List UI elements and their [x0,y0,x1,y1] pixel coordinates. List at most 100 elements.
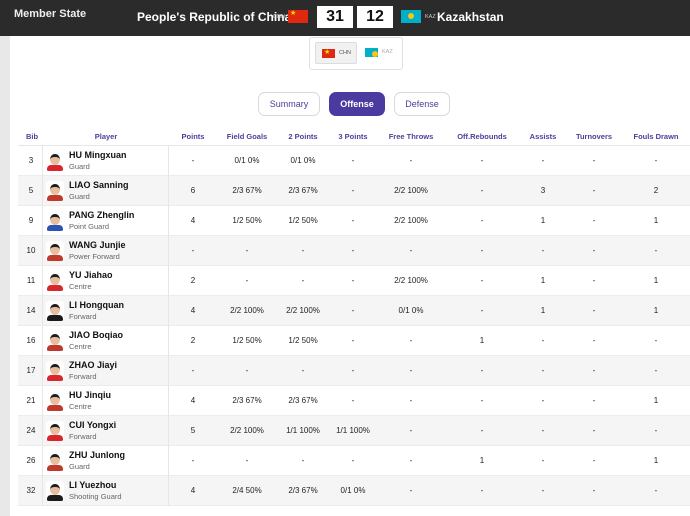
col-bib[interactable]: Bib [25,132,39,141]
stat-fd: - [654,486,658,495]
stat-two: 2/3 67% [288,186,318,195]
stat-oreb: - [480,426,484,435]
col-off-rebounds[interactable]: Off.Rebounds [457,132,507,141]
player-name[interactable]: LI Yuezhou [69,480,117,490]
team-b-name[interactable]: Kazakhstan [437,10,504,24]
table-row[interactable]: 10 WANG Junjie Power Forward - - - - - - - - - [18,236,690,266]
stat-ast: - [541,456,545,465]
player-name[interactable]: ZHU Junlong [69,450,125,460]
table-row[interactable]: 16 JIAO Boqiao Centre 2 1/2 50% 1/2 50% - - 1 - - - [18,326,690,356]
table-row[interactable]: 14 LI Hongquan Forward 4 2/2 100% 2/2 100% - 0/… [18,296,690,326]
avatar-face [50,244,60,255]
stat-fg: - [245,366,249,375]
stat-fg: 1/2 50% [232,216,262,225]
stat-three: - [351,156,355,165]
player-bib: 21 [26,396,36,405]
player-name[interactable]: HU Mingxuan [69,150,127,160]
col-free-throws[interactable]: Free Throws [388,132,434,141]
column-divider [42,386,43,416]
stat-fd: 2 [653,186,659,195]
stat-tov: - [592,426,596,435]
stat-ast: - [541,246,545,255]
col-fouls-drawn[interactable]: Fouls Drawn [633,132,679,141]
team-b-score: 12 [357,6,393,28]
player-name[interactable]: HU Jinqiu [69,390,111,400]
table-row[interactable]: 21 HU Jinqiu Centre 4 2/3 67% 2/3 67% - - - - - 1 [18,386,690,416]
col-3-points[interactable]: 3 Points [338,132,368,141]
avatar-face [50,454,60,465]
stat-points: 6 [190,186,196,195]
player-avatar [46,241,64,261]
avatar-face [50,304,60,315]
stat-three: 0/1 0% [340,486,366,495]
avatar-face [50,184,60,195]
player-position: Guard [69,192,90,201]
stat-three: - [351,396,355,405]
team-switch-kaz[interactable]: KAZ [359,42,401,64]
table-row[interactable]: 17 ZHAO Jiayi Forward - - - - - - - - - [18,356,690,386]
stat-fg: - [245,456,249,465]
col-assists[interactable]: Assists [529,132,557,141]
player-bib: 16 [26,336,36,345]
left-edge-strip [0,36,10,516]
player-name[interactable]: LI Hongquan [69,300,124,310]
table-row[interactable]: 9 PANG Zhenglin Point Guard 4 1/2 50% 1/2 50%… [18,206,690,236]
column-divider [42,446,43,476]
section-label: Member State [14,8,87,20]
team-a-name[interactable]: People's Republic of China [137,10,292,24]
team-switch-chn[interactable]: CHN [315,42,357,64]
tab-summary[interactable]: Summary [258,92,320,116]
table-row[interactable]: 5 LIAO Sanning Guard 6 2/3 67% 2/3 67% - 2/2 10… [18,176,690,206]
stat-ft: - [409,366,413,375]
table-row[interactable]: 32 LI Yuezhou Shooting Guard 4 2/4 50% 2/3 67… [18,476,690,506]
stat-tov: - [592,186,596,195]
column-divider [168,326,169,356]
stat-points: 4 [190,396,196,405]
avatar-face [50,484,60,495]
player-name[interactable]: CUI Yongxi [69,420,117,430]
stat-three: - [351,216,355,225]
team-switch-kaz-label: KAZ [382,49,393,55]
stats-table-header: Bib Player Points Field Goals 2 Points 3… [18,130,690,146]
column-divider [42,266,43,296]
table-row[interactable]: 11 YU Jiahao Centre 2 - - - 2/2 100% - 1 - 1 [18,266,690,296]
table-row[interactable]: 24 CUI Yongxi Forward 5 2/2 100% 1/1 100% 1/1 … [18,416,690,446]
column-divider [42,416,43,446]
player-name[interactable]: YU Jiahao [69,270,113,280]
col-player[interactable]: Player [94,132,118,141]
column-divider [42,356,43,386]
stat-ft: 2/2 100% [394,216,428,225]
player-avatar [46,391,64,411]
stat-oreb: - [480,276,484,285]
table-row[interactable]: 26 ZHU Junlong Guard - - - - - 1 - - 1 [18,446,690,476]
stat-three: - [351,366,355,375]
avatar-shirt [47,375,63,381]
stat-two: - [301,276,305,285]
player-name[interactable]: WANG Junjie [69,240,126,250]
column-divider [168,206,169,236]
col-2-points[interactable]: 2 Points [288,132,318,141]
player-bib: 32 [26,486,36,495]
stat-fg: 2/2 100% [230,306,264,315]
avatar-face [50,394,60,405]
column-divider [168,476,169,506]
col-points[interactable]: Points [181,132,205,141]
stat-points: 2 [190,276,196,285]
stat-fd: 1 [653,216,659,225]
stat-oreb: - [480,156,484,165]
player-name[interactable]: JIAO Boqiao [69,330,124,340]
col-field-goals[interactable]: Field Goals [226,132,268,141]
player-avatar [46,331,64,351]
tab-offense[interactable]: Offense [329,92,385,116]
tab-defense[interactable]: Defense [394,92,450,116]
stat-oreb: 1 [479,336,485,345]
table-row[interactable]: 3 HU Mingxuan Guard - 0/1 0% 0/1 0% - - - - - - [18,146,690,176]
player-name[interactable]: PANG Zhenglin [69,210,135,220]
stat-oreb: - [480,366,484,375]
stat-tov: - [592,156,596,165]
col-turnovers[interactable]: Turnovers [575,132,613,141]
player-name[interactable]: LIAO Sanning [69,180,129,190]
stat-two: - [301,366,305,375]
player-name[interactable]: ZHAO Jiayi [69,360,118,370]
player-position: Centre [69,402,92,411]
